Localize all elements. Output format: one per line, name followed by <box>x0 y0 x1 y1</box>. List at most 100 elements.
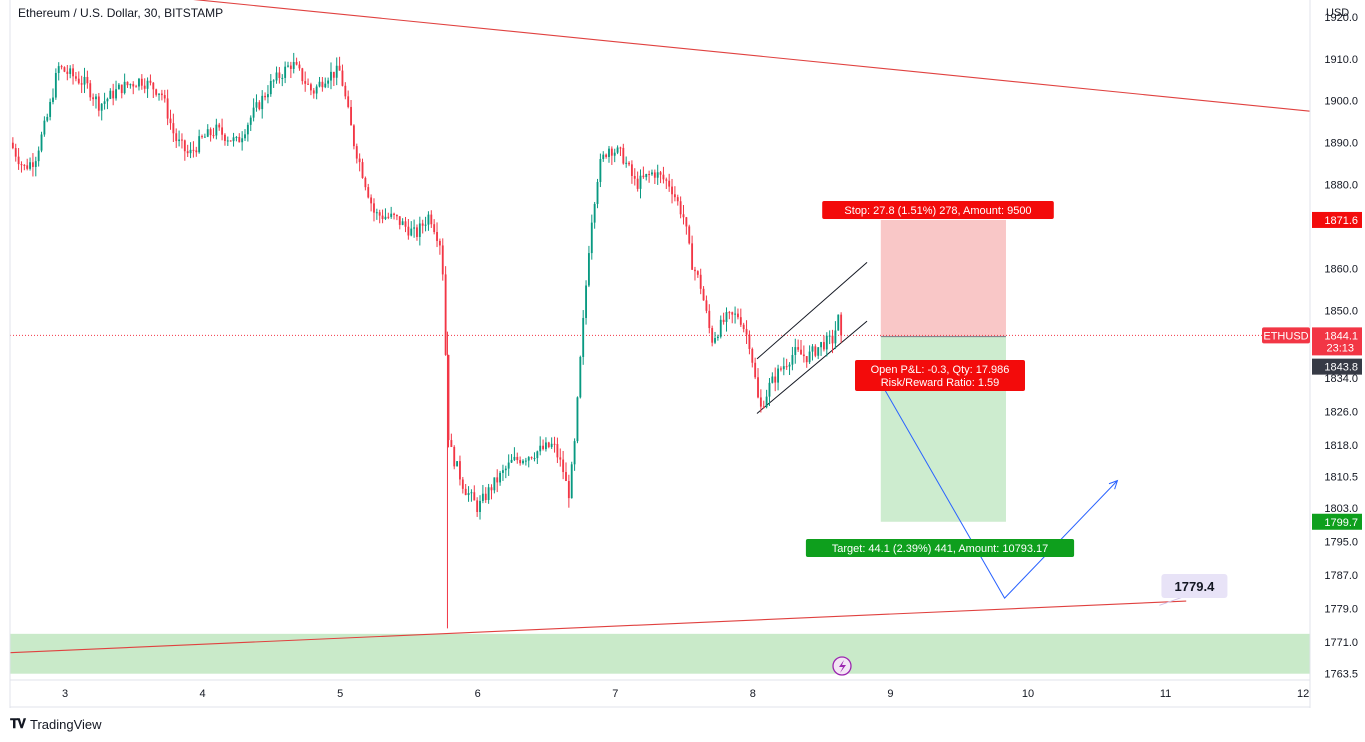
entry-price-badge-box[interactable] <box>1312 358 1362 375</box>
candle[interactable] <box>716 336 719 339</box>
candle[interactable] <box>347 96 350 107</box>
candle[interactable] <box>837 314 840 331</box>
candle[interactable] <box>765 396 768 408</box>
candle[interactable] <box>668 180 671 187</box>
trendline-lower-support[interactable] <box>9 600 1187 654</box>
candle[interactable] <box>132 84 135 87</box>
candle[interactable] <box>593 203 596 223</box>
candle[interactable] <box>550 443 553 448</box>
candle[interactable] <box>762 406 765 408</box>
candle[interactable] <box>218 124 221 128</box>
candle[interactable] <box>702 288 705 301</box>
candle[interactable] <box>149 80 152 83</box>
target-label-box[interactable] <box>805 539 1075 557</box>
time-axis[interactable]: 3 4 5 6 7 8 9 10 11 12 <box>62 688 1309 700</box>
candle[interactable] <box>467 493 470 496</box>
candle[interactable] <box>510 459 513 463</box>
candle[interactable] <box>229 140 232 142</box>
price-axis[interactable]: 1920.0 1910.0 1900.0 1890.0 1880.0 1860.0 1850… <box>1262 12 1362 681</box>
candle[interactable] <box>490 487 493 491</box>
candle[interactable] <box>708 310 711 329</box>
candle[interactable] <box>206 129 209 137</box>
last-price-badge-box[interactable] <box>1312 327 1362 356</box>
candle[interactable] <box>224 134 226 141</box>
candle[interactable] <box>192 149 195 151</box>
candle[interactable] <box>358 158 361 163</box>
candle[interactable] <box>255 102 258 108</box>
candle[interactable] <box>129 84 132 86</box>
candle[interactable] <box>421 223 424 226</box>
candle[interactable] <box>714 338 716 343</box>
candle[interactable] <box>287 65 289 67</box>
candle[interactable] <box>694 269 696 272</box>
candle[interactable] <box>304 81 307 84</box>
candle[interactable] <box>759 397 762 407</box>
candle[interactable] <box>659 172 662 175</box>
channel-line-upper[interactable] <box>756 261 868 360</box>
candle[interactable] <box>430 214 433 225</box>
candle[interactable] <box>238 136 241 143</box>
candle[interactable] <box>57 66 60 73</box>
candle[interactable] <box>103 101 106 104</box>
candle[interactable] <box>699 274 702 289</box>
candle[interactable] <box>814 346 817 356</box>
candle[interactable] <box>823 342 825 350</box>
candle[interactable] <box>596 181 599 204</box>
support-label-box[interactable] <box>1161 573 1228 598</box>
candle[interactable] <box>60 66 63 68</box>
candle[interactable] <box>278 72 281 78</box>
candle[interactable] <box>590 222 593 254</box>
candle[interactable] <box>476 500 479 512</box>
candle[interactable] <box>318 81 321 87</box>
candle[interactable] <box>63 67 66 72</box>
candle[interactable] <box>158 93 160 95</box>
candle[interactable] <box>92 97 95 100</box>
candle[interactable] <box>387 216 390 218</box>
candle[interactable] <box>805 356 808 363</box>
candle[interactable] <box>315 86 318 94</box>
candle[interactable] <box>89 83 92 98</box>
candle[interactable] <box>169 118 172 124</box>
candle[interactable] <box>542 445 545 450</box>
candle[interactable] <box>576 397 579 442</box>
candle[interactable] <box>444 274 447 355</box>
candle[interactable] <box>307 83 309 85</box>
candle[interactable] <box>840 314 843 336</box>
candle[interactable] <box>547 442 550 448</box>
candle[interactable] <box>582 317 585 357</box>
candle[interactable] <box>181 139 183 141</box>
candle[interactable] <box>272 80 275 82</box>
candle[interactable] <box>54 72 57 98</box>
candle[interactable] <box>493 477 496 491</box>
candle[interactable] <box>831 335 834 344</box>
candle[interactable] <box>496 477 499 483</box>
candle[interactable] <box>29 162 31 169</box>
candle[interactable] <box>587 253 590 286</box>
target-price-badge-box[interactable] <box>1312 513 1362 530</box>
candle[interactable] <box>556 444 559 458</box>
candle[interactable] <box>573 441 576 465</box>
candle[interactable] <box>438 240 441 246</box>
candle[interactable] <box>106 98 109 102</box>
candle[interactable] <box>768 382 771 397</box>
candle[interactable] <box>373 203 375 213</box>
candle[interactable] <box>312 90 315 94</box>
candle[interactable] <box>562 459 565 473</box>
stop-zone[interactable] <box>880 219 1006 337</box>
candle[interactable] <box>404 221 407 227</box>
candle[interactable] <box>820 342 822 348</box>
candle[interactable] <box>696 271 699 275</box>
candle[interactable] <box>800 349 802 355</box>
candle[interactable] <box>66 71 69 74</box>
candle[interactable] <box>780 368 782 370</box>
candle[interactable] <box>507 462 510 469</box>
candle[interactable] <box>502 470 504 473</box>
candle[interactable] <box>34 161 37 167</box>
candle[interactable] <box>519 460 522 464</box>
candle[interactable] <box>619 147 622 149</box>
candle[interactable] <box>527 457 530 461</box>
candle[interactable] <box>774 376 777 383</box>
candle[interactable] <box>447 354 450 441</box>
candle[interactable] <box>725 312 728 322</box>
